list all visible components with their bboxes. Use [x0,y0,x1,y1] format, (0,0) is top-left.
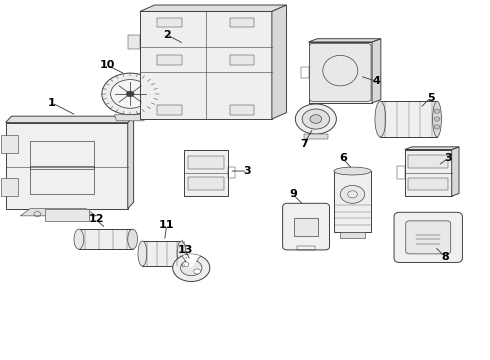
Ellipse shape [128,229,138,249]
Bar [297,246,315,250]
Polygon shape [304,134,328,139]
Circle shape [111,80,150,108]
Bar [228,167,235,178]
Bar [408,155,448,168]
Bar [30,166,94,194]
Polygon shape [5,123,128,209]
Bar [79,229,133,249]
Polygon shape [272,5,287,119]
Polygon shape [20,209,96,216]
Ellipse shape [138,241,147,266]
Text: 13: 13 [178,245,193,255]
Ellipse shape [433,101,441,137]
Bar [0,178,18,196]
Bar [45,209,89,221]
Text: 10: 10 [99,60,115,70]
Bar [334,171,371,232]
Bar [397,166,405,179]
FancyBboxPatch shape [283,203,330,250]
Circle shape [302,109,330,129]
Circle shape [180,260,202,276]
Circle shape [434,109,440,113]
Text: 6: 6 [339,153,346,163]
Text: 3: 3 [244,166,251,176]
Bar [301,67,309,78]
Circle shape [194,269,200,274]
Ellipse shape [177,241,186,266]
Bar [188,156,224,169]
Ellipse shape [375,101,386,137]
Text: 11: 11 [159,220,174,230]
Bar [294,218,318,235]
Circle shape [434,117,440,121]
Circle shape [182,262,189,267]
Polygon shape [140,5,287,12]
Text: 9: 9 [289,189,297,199]
Circle shape [340,185,365,203]
Bar [157,55,182,64]
Text: 5: 5 [427,93,435,103]
Bar [0,135,18,153]
Bar [380,101,437,137]
Polygon shape [372,39,381,103]
Circle shape [172,254,210,282]
Text: 2: 2 [163,30,171,40]
Circle shape [295,104,336,134]
FancyBboxPatch shape [394,212,463,262]
Text: 12: 12 [88,215,104,224]
Bar [408,177,448,190]
Circle shape [434,125,440,129]
Text: 7: 7 [300,139,308,149]
Polygon shape [452,147,459,196]
Polygon shape [405,147,459,149]
Polygon shape [5,116,134,123]
Bar [230,105,254,115]
Circle shape [310,115,322,123]
Bar [157,105,182,115]
Bar [30,140,94,169]
Bar [143,241,181,266]
FancyBboxPatch shape [406,221,451,254]
Bar [309,42,372,103]
Polygon shape [115,115,146,121]
Bar [128,35,140,49]
Text: 4: 4 [373,76,381,86]
Polygon shape [309,39,381,42]
Bar [230,18,254,27]
Wedge shape [182,254,200,268]
Ellipse shape [74,229,84,249]
FancyBboxPatch shape [310,43,371,102]
Text: 8: 8 [441,252,449,262]
Ellipse shape [334,167,371,175]
Circle shape [126,91,134,97]
Bar [184,149,228,196]
Bar [157,18,182,27]
Text: 1: 1 [48,98,56,108]
Bar [230,55,254,64]
Bar [405,149,452,196]
Bar [188,177,224,190]
Text: 3: 3 [444,153,452,163]
Bar [340,232,365,238]
Polygon shape [128,116,134,209]
Polygon shape [140,12,272,119]
Circle shape [102,73,159,115]
